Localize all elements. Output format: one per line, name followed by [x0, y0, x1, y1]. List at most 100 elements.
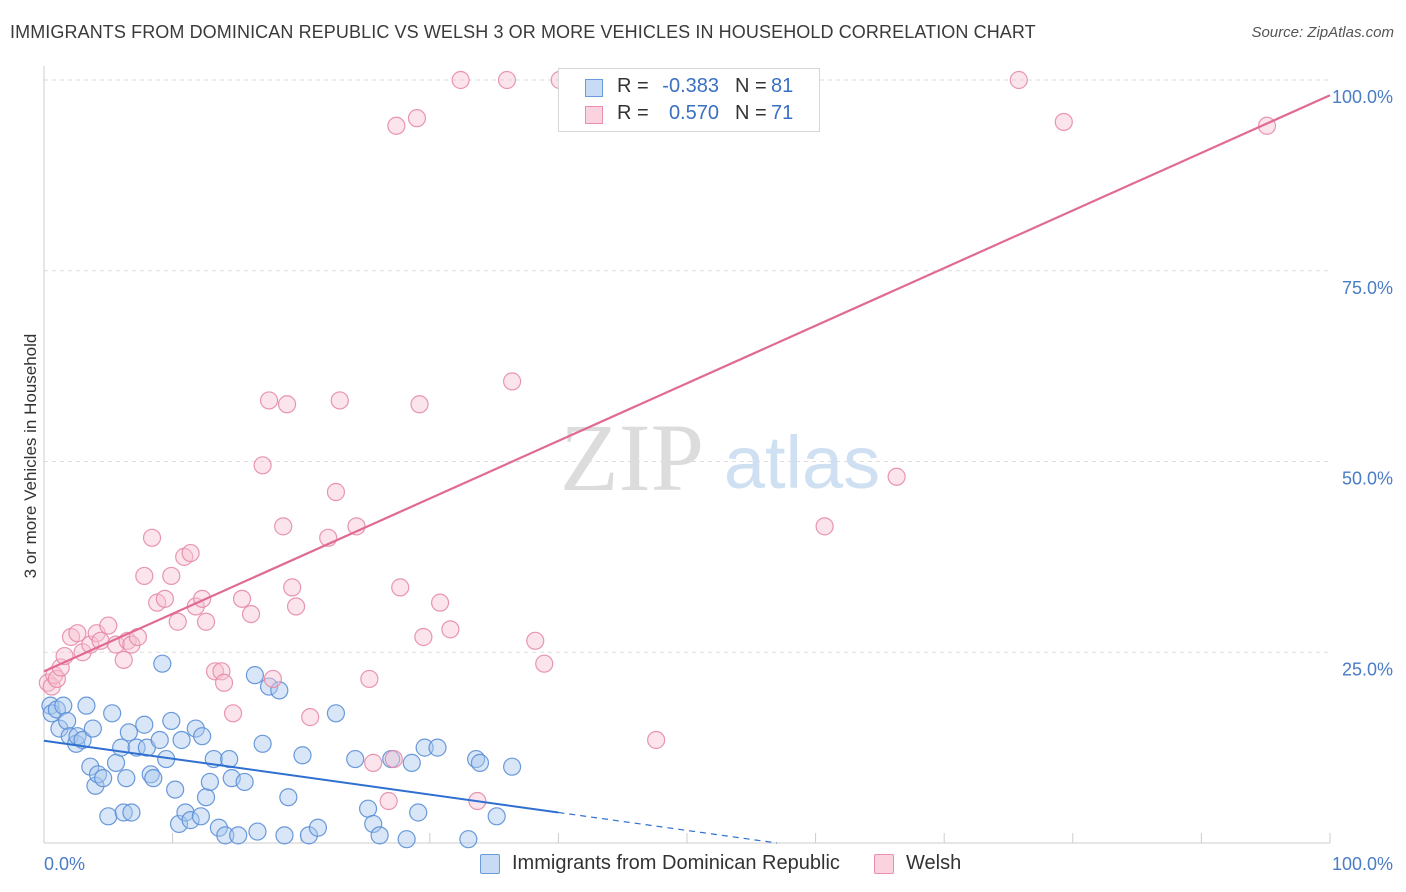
data-point — [232, 589, 252, 608]
data-point — [47, 669, 66, 689]
data-point — [364, 814, 383, 834]
data-point — [168, 612, 187, 631]
data-point — [106, 753, 126, 772]
data-point — [1009, 70, 1028, 90]
data-point — [112, 738, 131, 757]
data-point — [81, 757, 100, 776]
data-point — [330, 391, 349, 410]
data-point — [122, 635, 141, 654]
data-point — [99, 616, 118, 635]
n-label: N = — [735, 102, 767, 124]
r-value: -0.383 — [662, 75, 719, 97]
data-point — [487, 807, 506, 826]
data-point — [172, 730, 191, 750]
data-point — [191, 807, 210, 826]
data-point — [83, 719, 102, 738]
y-tick-label: 50.0% — [1342, 469, 1393, 489]
data-point — [245, 666, 265, 685]
data-point — [253, 456, 272, 475]
legend-label: Welsh — [906, 852, 962, 874]
data-point — [196, 788, 216, 807]
data-point — [407, 109, 427, 128]
data-point — [186, 719, 205, 738]
data-point — [86, 776, 105, 795]
data-point — [503, 757, 522, 776]
trend-line-welsh — [43, 94, 1331, 673]
data-point — [326, 704, 346, 723]
data-point — [162, 566, 181, 586]
data-point — [364, 753, 383, 772]
x-tick-label: 0.0% — [44, 854, 85, 874]
data-point — [122, 803, 141, 822]
data-point — [229, 826, 248, 845]
data-point — [535, 654, 554, 673]
gridlines — [44, 79, 1330, 653]
data-point — [73, 730, 92, 750]
y-tick-label: 100.0% — [1332, 87, 1393, 107]
data-point — [200, 772, 219, 792]
data-point — [308, 818, 328, 837]
data-point — [235, 772, 254, 792]
watermark-zip: ZIP — [560, 404, 704, 511]
data-point — [451, 70, 470, 90]
data-point — [301, 708, 320, 727]
data-point — [360, 669, 379, 689]
data-point — [887, 467, 906, 486]
legend-label: Immigrants from Dominican Republic — [512, 852, 840, 874]
blue-swatch-icon — [585, 79, 603, 97]
data-point — [68, 624, 87, 643]
data-point — [428, 738, 447, 757]
stats-legend: R = -0.383 N = 81 R = 0.570 N = 71 — [558, 68, 820, 132]
data-point — [815, 517, 834, 536]
data-point — [193, 727, 212, 746]
data-point — [286, 597, 306, 616]
series-dominican-republic — [41, 654, 522, 849]
data-point — [50, 719, 69, 738]
data-point — [114, 803, 133, 822]
data-point — [346, 749, 365, 769]
data-point — [441, 620, 460, 639]
data-point — [379, 791, 398, 811]
data-point — [209, 818, 228, 837]
data-point — [259, 391, 279, 410]
n-value: 81 — [771, 75, 794, 97]
trend-line-dominican — [43, 739, 559, 814]
data-point — [169, 814, 189, 834]
data-point — [135, 566, 154, 586]
data-point — [216, 826, 235, 845]
pink-swatch-icon — [874, 854, 894, 874]
data-point — [387, 116, 406, 135]
r-label: R = — [617, 75, 649, 97]
data-point — [397, 830, 416, 849]
data-point — [99, 807, 118, 826]
data-point — [155, 589, 174, 608]
data-point — [279, 788, 298, 807]
data-point — [54, 696, 73, 715]
data-point — [459, 830, 478, 849]
watermark: ZIP atlas — [560, 404, 880, 511]
data-point — [391, 578, 410, 597]
y-tick-label: 25.0% — [1342, 659, 1393, 679]
data-point — [409, 803, 428, 822]
data-point — [414, 627, 433, 647]
data-point — [114, 650, 133, 669]
data-point — [275, 826, 294, 845]
data-point — [402, 753, 421, 772]
data-point — [503, 372, 522, 391]
y-axis-label: 3 or more Vehicles in Household — [21, 334, 40, 579]
watermark-atlas: atlas — [724, 421, 880, 504]
data-point — [142, 528, 162, 547]
r-value: 0.570 — [668, 102, 719, 124]
data-point — [410, 395, 429, 414]
data-point — [647, 730, 666, 750]
data-point — [277, 395, 297, 414]
data-point — [270, 681, 289, 700]
data-point — [58, 711, 77, 731]
data-point — [326, 482, 346, 502]
blue-swatch-icon — [480, 854, 500, 874]
trend-lines — [43, 94, 1331, 844]
data-point — [162, 711, 181, 731]
r-label: R = — [617, 102, 649, 124]
source-credit: Source: ZipAtlas.com — [1251, 24, 1394, 41]
